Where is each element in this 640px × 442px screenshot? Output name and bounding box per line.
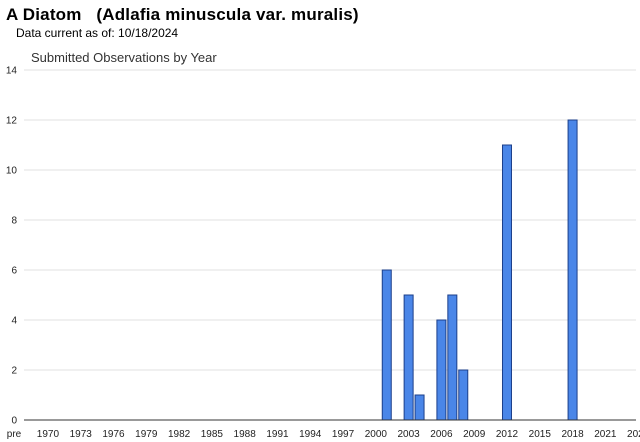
y-tick-label: 8: [11, 216, 17, 227]
y-tick-label: 10: [6, 166, 18, 177]
y-tick-label: 0: [11, 416, 17, 427]
page-title: A Diatom (Adlafia minuscula var. muralis…: [6, 5, 359, 24]
bar-2004[interactable]: [414, 394, 425, 421]
x-tick-label: 1997: [332, 429, 355, 440]
y-tick-label: 14: [6, 66, 18, 77]
grid-lines: [24, 69, 636, 371]
x-tick-label: 1979: [135, 429, 158, 440]
y-tick-label: 4: [11, 316, 17, 327]
x-tick-label: 2006: [430, 429, 453, 440]
bar-2018[interactable]: [567, 119, 578, 421]
x-tick-label: 2003: [397, 429, 420, 440]
x-tick-label: 2021: [594, 429, 617, 440]
x-tick-label: 1985: [201, 429, 224, 440]
chart-title: Submitted Observations by Year: [31, 50, 217, 65]
y-tick-label: 6: [11, 266, 17, 277]
x-tick-label: 1970: [37, 429, 60, 440]
x-tick-label: 1994: [299, 429, 322, 440]
x-tick-label: 1982: [168, 429, 191, 440]
bar-2006[interactable]: [436, 319, 447, 421]
bar-2001[interactable]: [381, 269, 392, 421]
y-axis-ticks: 0 2 4 6 8 10 12 14: [6, 66, 18, 427]
y-tick-label: 2: [11, 366, 17, 377]
x-tick-label: 2012: [496, 429, 519, 440]
data-current-label: Data current as of: 10/18/2024: [16, 26, 179, 40]
x-tick-label: 1973: [70, 429, 93, 440]
y-tick-label: 12: [6, 116, 18, 127]
bar-2003[interactable]: [403, 294, 414, 421]
x-tick-label: 2000: [365, 429, 388, 440]
bar-2012[interactable]: [501, 144, 512, 421]
x-tick-label: 1988: [234, 429, 257, 440]
x-axis-ticks: pre 1970 1973 1976 1979 1982 1985 1988 1991 1994 1…: [7, 429, 640, 440]
bar-2007[interactable]: [447, 294, 458, 421]
x-tick-label: pre: [7, 429, 22, 440]
x-tick-label: 2009: [463, 429, 486, 440]
x-tick-label: 1991: [266, 429, 289, 440]
x-tick-label: 2015: [529, 429, 552, 440]
x-tick-label: 2024: [627, 429, 640, 440]
x-tick-label: 2018: [561, 429, 584, 440]
x-tick-label: 1976: [102, 429, 125, 440]
bar-2008[interactable]: [458, 369, 469, 421]
